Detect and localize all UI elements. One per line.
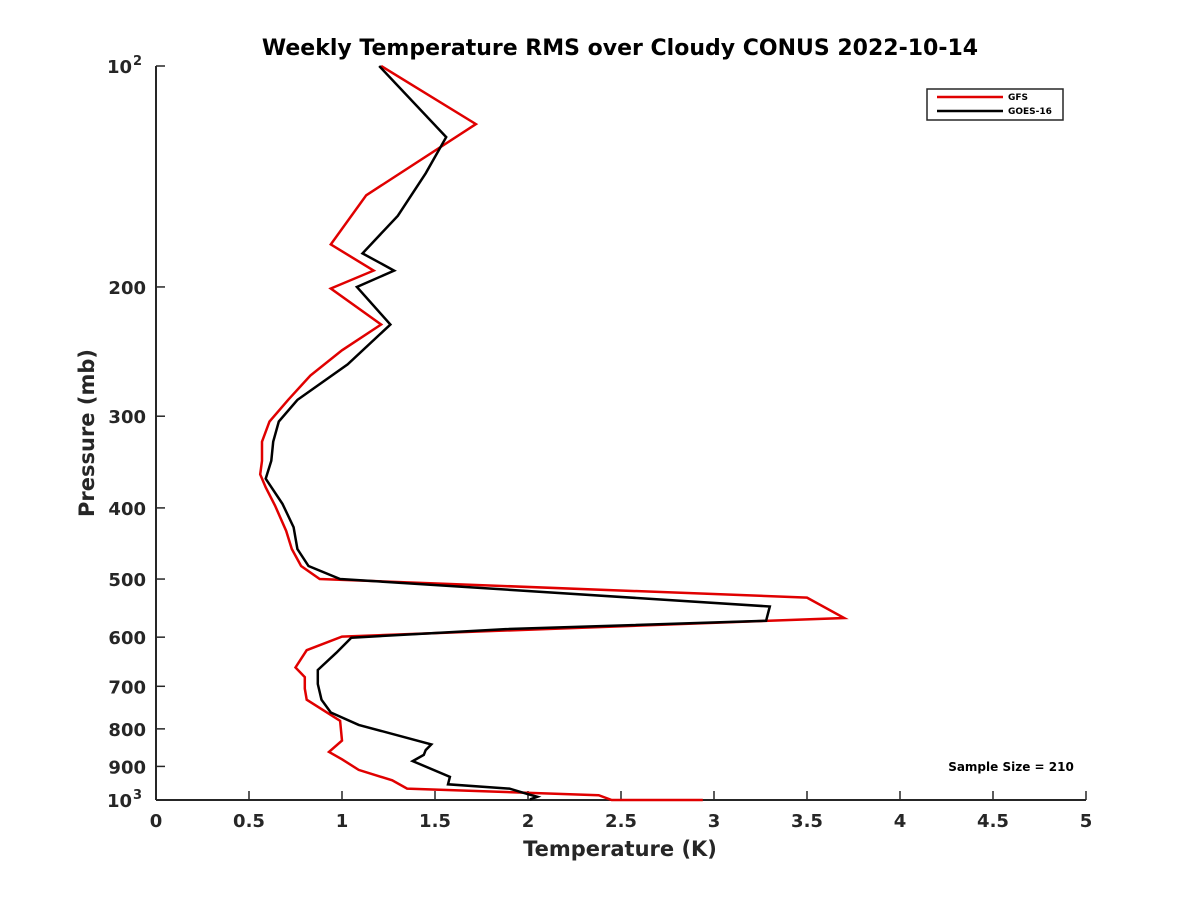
chart-title: Weekly Temperature RMS over Cloudy CONUS…: [262, 36, 978, 61]
legend-box: [926, 88, 1064, 121]
legend: GFS GOES-16: [926, 88, 1064, 121]
y-axis-label: Pressure (mb): [75, 349, 99, 517]
x-tick-label: 0: [150, 811, 163, 832]
y-tick-label: 900: [108, 757, 146, 778]
x-tick-label: 1.5: [419, 811, 451, 832]
x-tick-label: 4.5: [977, 811, 1009, 832]
x-tick-label: 5: [1080, 811, 1093, 832]
legend-label-gfs: GFS: [1008, 93, 1028, 103]
plot-area: 0 0.5 1 1.5 2 2.5 3 3.5 4 4.5 5 10 2200300400500600…: [107, 54, 1092, 832]
y-tick-exponent: 3: [133, 788, 142, 803]
x-ticks: 0 0.5 1 1.5 2 2.5 3 3.5 4 4.5 5: [150, 791, 1093, 832]
y-tick-exponent: 2: [133, 54, 142, 69]
x-axis-label: Temperature (K): [523, 837, 717, 861]
y-tick-label: 200: [108, 278, 146, 299]
legend-label-goes16: GOES-16: [1008, 107, 1052, 117]
y-tick-label: 300: [108, 407, 146, 428]
y-tick-label: 700: [108, 677, 146, 698]
y-tick-label: 400: [108, 499, 146, 520]
x-tick-label: 3.5: [791, 811, 823, 832]
sample-size-annotation: Sample Size = 210: [948, 760, 1074, 774]
x-tick-label: 4: [894, 811, 907, 832]
x-tick-label: 0.5: [233, 811, 265, 832]
series-line-gfs: [258, 64, 849, 802]
y-tick-label: 500: [108, 570, 146, 591]
x-tick-label: 2: [522, 811, 535, 832]
x-tick-label: 2.5: [605, 811, 637, 832]
series-group: [258, 64, 849, 802]
y-tick-label: 600: [108, 628, 146, 649]
y-tick-label: 10: [107, 57, 132, 78]
x-tick-label: 1: [336, 811, 349, 832]
y-tick-label: 800: [108, 720, 146, 741]
series-line-goes16: [264, 65, 772, 801]
y-tick-label: 10: [107, 791, 132, 812]
x-tick-label: 3: [708, 811, 721, 832]
